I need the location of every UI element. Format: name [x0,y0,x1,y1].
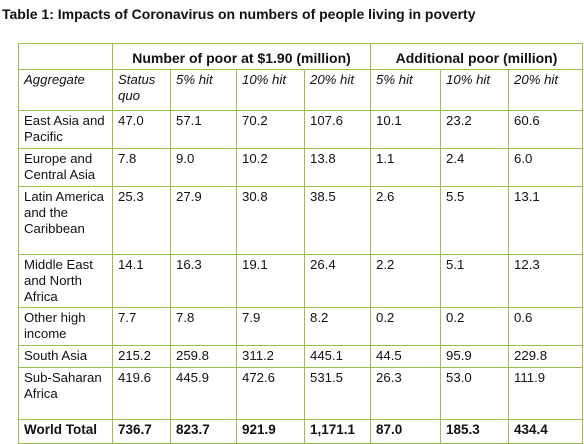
row-label: Latin America and the Caribbean [18,186,113,255]
total-cell: 921.9 [236,419,305,444]
cell: 47.0 [112,110,171,149]
cell: 2.4 [440,148,510,187]
column-header-additional-10: 10% hit [440,69,510,111]
column-header-aggregate: Aggregate [18,69,113,111]
table-caption: Table 1: Impacts of Coronavirus on numbe… [2,6,476,22]
total-cell: 823.7 [170,419,237,444]
cell: 30.8 [236,186,305,255]
cell: 57.1 [170,110,237,149]
cell: 12.3 [508,254,584,308]
cell: 1.1 [370,148,442,187]
total-row: World Total 736.7 823.7 921.9 1,171.1 87… [18,419,584,444]
cell: 60.6 [508,110,584,149]
total-cell: 1,171.1 [303,419,372,444]
table-row: Sub-Saharan Africa 419.6 445.9 472.6 531… [18,367,584,420]
table-row: Latin America and the Caribbean 25.3 27.… [18,186,584,255]
cell: 44.5 [370,345,442,368]
cell: 7.8 [112,148,171,187]
cell: 23.2 [440,110,510,149]
cell: 2.6 [370,186,442,255]
cell: 13.1 [508,186,584,255]
total-label: World Total [18,419,113,444]
table-row: South Asia 215.2 259.8 311.2 445.1 44.5 … [18,345,584,368]
header-spacer [18,43,113,70]
table-row: Europe and Central Asia 7.8 9.0 10.2 13.… [18,148,584,187]
cell: 7.9 [236,307,305,346]
cell: 13.8 [303,148,372,187]
cell: 445.1 [303,345,372,368]
cell: 8.2 [303,307,372,346]
cell: 6.0 [508,148,584,187]
column-header-poor-5: 5% hit [170,69,237,111]
total-cell: 736.7 [112,419,171,444]
cell: 2.2 [370,254,442,308]
cell: 10.1 [370,110,442,149]
cell: 229.8 [508,345,584,368]
row-label: South Asia [18,345,113,368]
row-label: Other high income [18,307,113,346]
total-cell: 185.3 [440,419,510,444]
cell: 70.2 [236,110,305,149]
cell: 38.5 [303,186,372,255]
group-header-additional: Additional poor (million) [370,43,584,70]
cell: 531.5 [303,367,372,420]
column-header-additional-20: 20% hit [508,69,584,111]
cell: 16.3 [170,254,237,308]
group-header-poor: Number of poor at $1.90 (million) [111,43,372,70]
cell: 14.1 [112,254,171,308]
cell: 472.6 [236,367,305,420]
cell: 0.2 [370,307,442,346]
column-header-status-quo: Status quo [112,69,171,111]
column-header-poor-10: 10% hit [236,69,305,111]
poverty-table: Number of poor at $1.90 (million) Additi… [18,43,584,444]
cell: 53.0 [440,367,510,420]
cell: 19.1 [236,254,305,308]
cell: 215.2 [112,345,171,368]
table-row: Other high income 7.7 7.8 7.9 8.2 0.2 0.… [18,307,584,346]
cell: 7.8 [170,307,237,346]
cell: 10.2 [236,148,305,187]
cell: 5.5 [440,186,510,255]
row-label: Europe and Central Asia [18,148,113,187]
cell: 7.7 [112,307,171,346]
cell: 9.0 [170,148,237,187]
cell: 445.9 [170,367,237,420]
row-label: East Asia and Pacific [18,110,113,149]
cell: 419.6 [112,367,171,420]
cell: 311.2 [236,345,305,368]
cell: 0.6 [508,307,584,346]
cell: 107.6 [303,110,372,149]
cell: 27.9 [170,186,237,255]
total-cell: 87.0 [370,419,442,444]
cell: 259.8 [170,345,237,368]
table-row: East Asia and Pacific 47.0 57.1 70.2 107… [18,110,584,149]
column-header-additional-5: 5% hit [370,69,442,111]
cell: 26.4 [303,254,372,308]
cell: 25.3 [112,186,171,255]
row-label: Sub-Saharan Africa [18,367,113,420]
row-label: Middle East and North Africa [18,254,113,308]
cell: 26.3 [370,367,442,420]
column-header-poor-20: 20% hit [303,69,372,111]
total-cell: 434.4 [508,419,584,444]
table-row: Middle East and North Africa 14.1 16.3 1… [18,254,584,308]
cell: 5.1 [440,254,510,308]
cell: 111.9 [508,367,584,420]
cell: 95.9 [440,345,510,368]
cell: 0.2 [440,307,510,346]
